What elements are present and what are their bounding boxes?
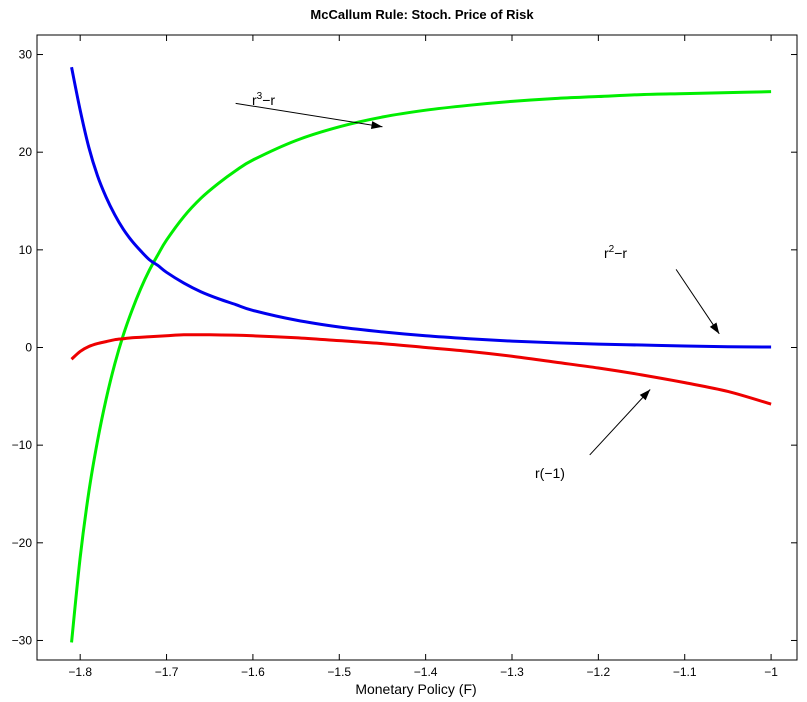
y-tick-label: 0 (25, 341, 32, 355)
series-group (70, 66, 772, 643)
annotations: r3−r r2−r r(−1) (235, 91, 720, 481)
annotation-r-lag: r(−1) (535, 465, 565, 481)
x-axis: −1.8 −1.7 −1.6 −1.5 −1.4 −1.3 −1.2 −1.1 −1 (68, 35, 778, 679)
annotation-r3-minus-r: r3−r (252, 91, 275, 108)
y-tick-label: 30 (19, 48, 33, 62)
annotation-arrow-2 (675, 269, 720, 335)
annotation-arrowhead-2 (709, 322, 720, 334)
x-tick-label: −1.8 (68, 665, 92, 679)
x-tick-label: −1.4 (414, 665, 438, 679)
annotation-r2-minus-r: r2−r (604, 244, 627, 261)
series-line-1 (70, 90, 772, 643)
x-axis-label: Monetary Policy (F) (355, 681, 476, 697)
x-tick-label: −1 (764, 665, 778, 679)
x-tick-label: −1.3 (500, 665, 524, 679)
x-tick-label: −1.5 (327, 665, 351, 679)
y-axis: −30 −20 −10 0 10 20 30 (12, 48, 797, 647)
y-tick-label: −30 (12, 633, 33, 647)
x-tick-label: −1.2 (587, 665, 611, 679)
annotation-arrow-1 (235, 102, 383, 128)
y-tick-label: 10 (19, 243, 33, 257)
annotation-arrowhead-1 (370, 121, 383, 130)
y-tick-label: −10 (12, 438, 33, 452)
series-line-3 (70, 333, 772, 406)
annotation-arrowhead-3 (639, 389, 651, 401)
y-tick-label: −20 (12, 536, 33, 550)
x-tick-label: −1.7 (155, 665, 179, 679)
x-tick-label: −1.1 (673, 665, 697, 679)
annotation-arrow-3 (589, 389, 651, 456)
series-line-2 (70, 66, 772, 349)
chart-title: McCallum Rule: Stoch. Price of Risk (310, 7, 534, 22)
y-tick-label: 20 (19, 145, 33, 159)
x-tick-label: −1.6 (241, 665, 265, 679)
